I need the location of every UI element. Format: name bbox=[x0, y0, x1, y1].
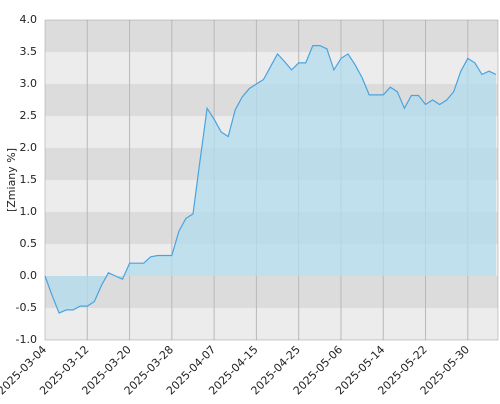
y-tick-label: 3.5 bbox=[20, 45, 38, 58]
y-tick-label: 4.0 bbox=[20, 13, 38, 26]
grid-band bbox=[45, 20, 498, 52]
area bbox=[45, 45, 496, 314]
y-tick-label: 2.0 bbox=[20, 141, 38, 154]
y-tick-label: 1.0 bbox=[20, 205, 38, 218]
y-axis-label: [Zmiany %] bbox=[5, 148, 18, 212]
y-tick-label: -1.0 bbox=[16, 333, 37, 346]
grid-band bbox=[45, 276, 498, 308]
y-tick-label: -0.5 bbox=[16, 301, 37, 314]
grid-band bbox=[45, 308, 498, 340]
y-tick-label: 0.5 bbox=[20, 237, 38, 250]
plot-frame bbox=[44, 19, 499, 341]
y-tick-label: 3.0 bbox=[20, 77, 38, 90]
y-tick-label: 0.0 bbox=[20, 269, 38, 282]
line bbox=[44, 45, 497, 314]
y-tick-label: 1.5 bbox=[20, 173, 38, 186]
y-tick-label: 2.5 bbox=[20, 109, 38, 122]
